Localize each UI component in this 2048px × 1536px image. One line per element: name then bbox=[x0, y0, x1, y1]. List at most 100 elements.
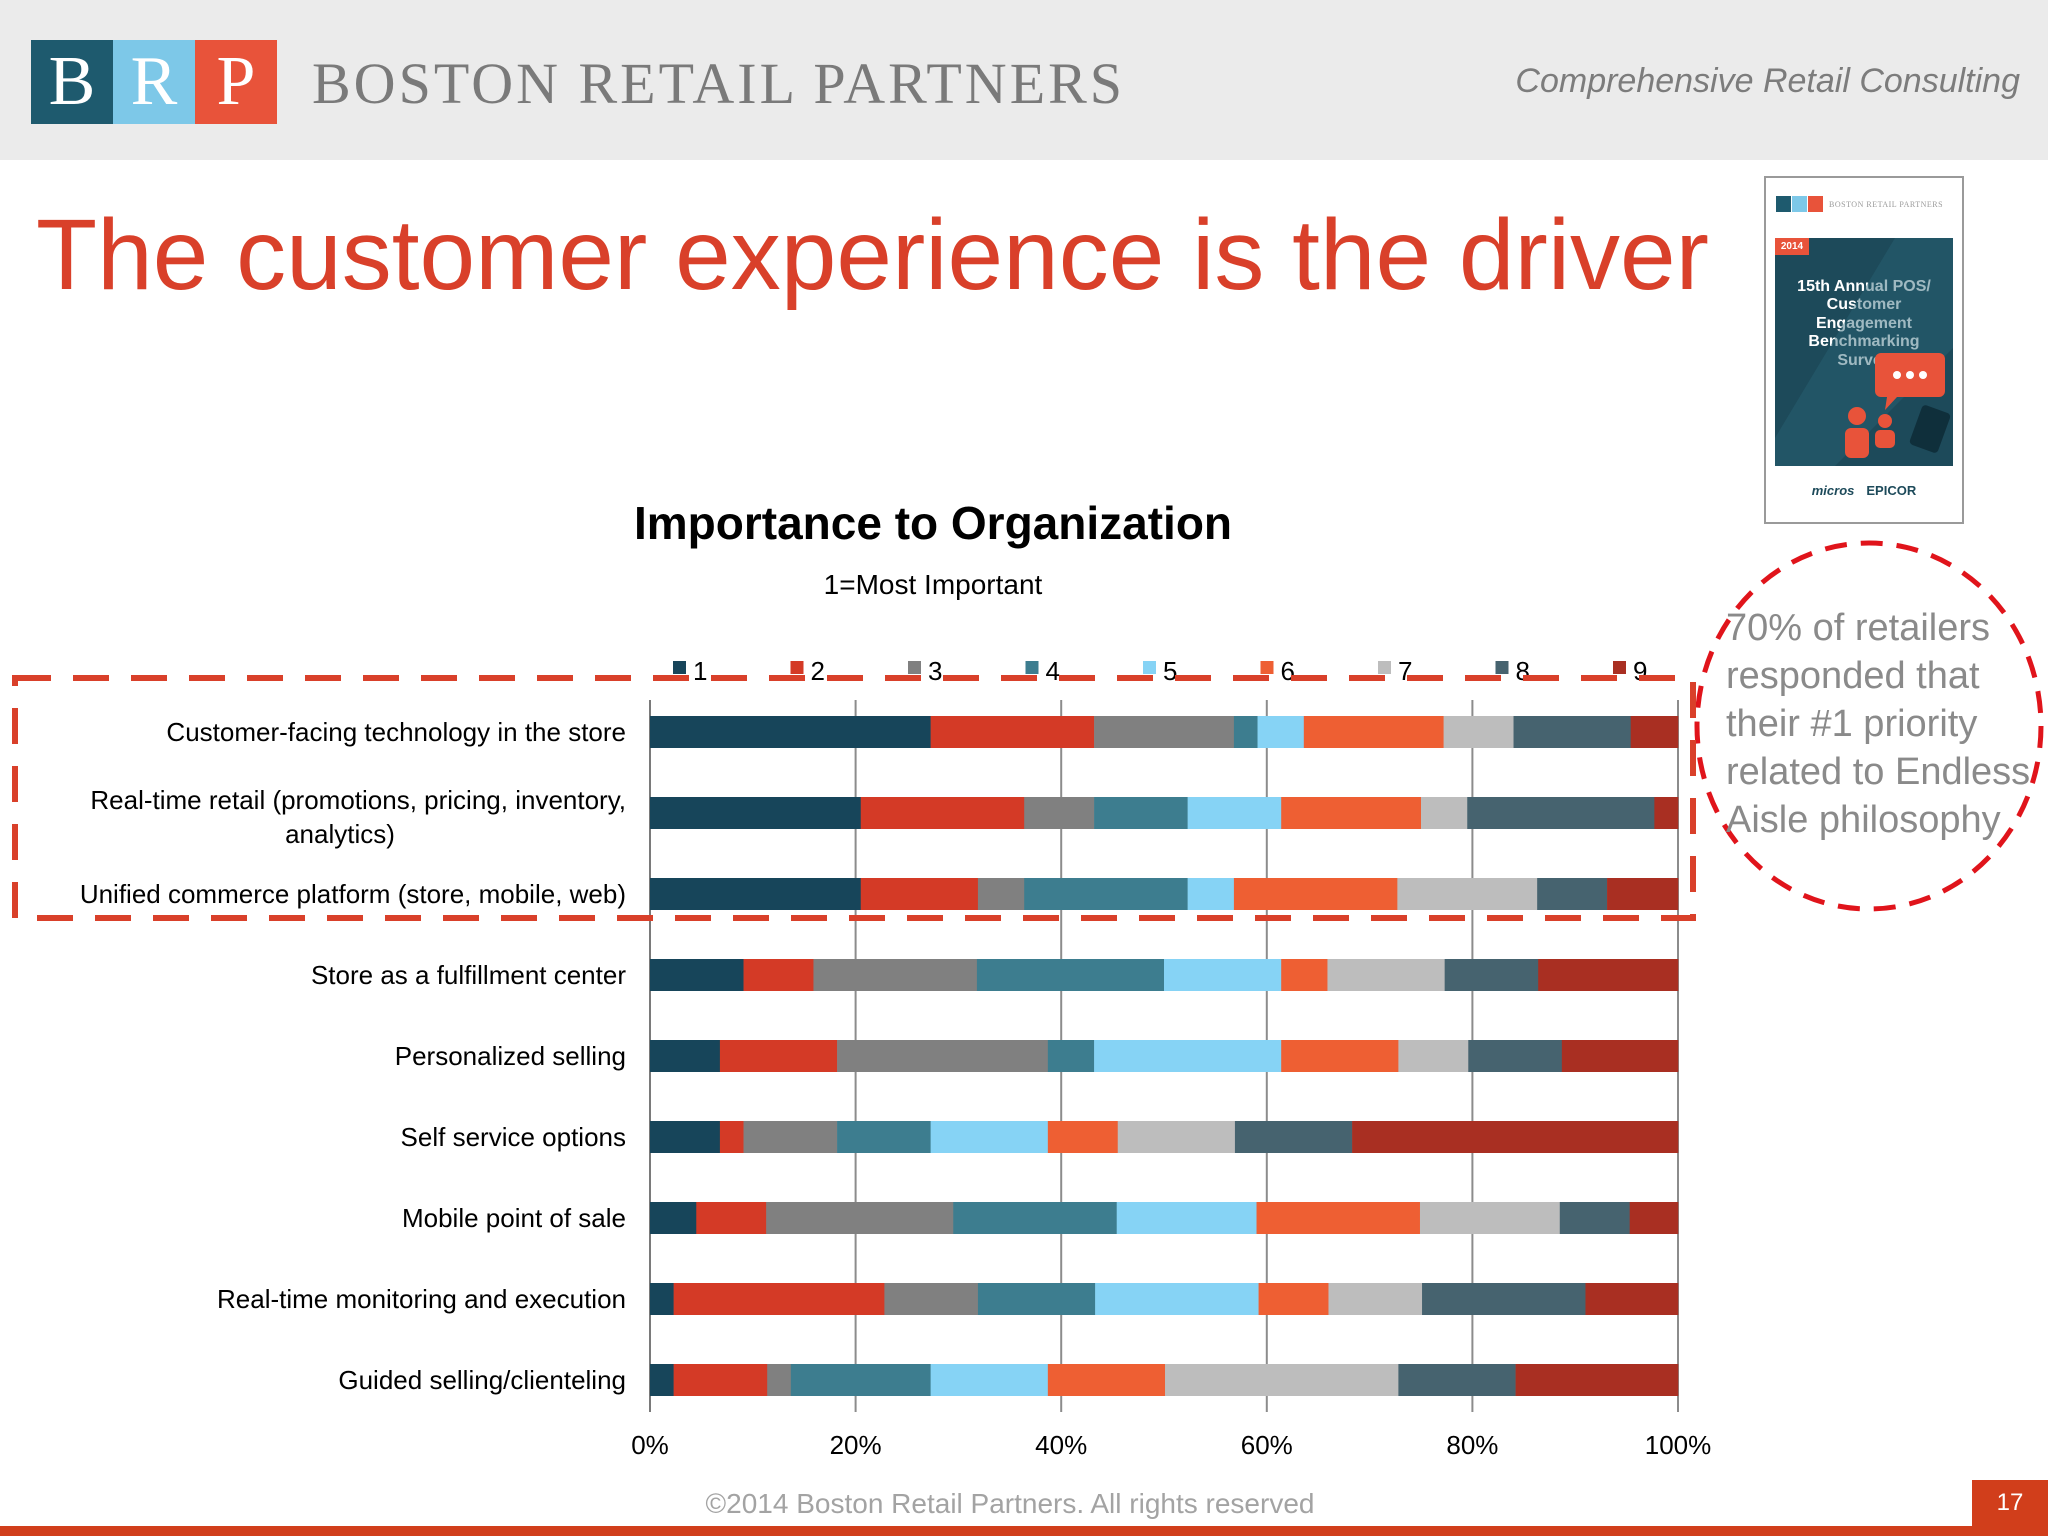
bar-segment bbox=[1629, 1202, 1679, 1234]
bar-segment bbox=[1281, 1040, 1399, 1072]
bar-segment bbox=[1607, 878, 1679, 910]
tablet-icon bbox=[1909, 405, 1951, 453]
bar-segment bbox=[1327, 959, 1445, 991]
bar-segment bbox=[1281, 959, 1328, 991]
x-tick-label: 80% bbox=[1446, 1430, 1498, 1460]
legend-label: 4 bbox=[1046, 656, 1060, 686]
category-label: Unified commerce platform (store, mobile… bbox=[80, 879, 626, 909]
bar-segment bbox=[1421, 797, 1468, 829]
bar-segment bbox=[1187, 878, 1235, 910]
bar-segment bbox=[1233, 716, 1258, 748]
bar-segment bbox=[1233, 878, 1398, 910]
category-label: Self service options bbox=[401, 1122, 626, 1152]
cover-sponsor-logos: micros EPICOR bbox=[1775, 470, 1953, 510]
importance-stacked-bar-chart: Importance to Organization 1=Most Importa… bbox=[12, 497, 1712, 1460]
category-label: Guided selling/clienteling bbox=[338, 1365, 626, 1395]
legend-swatch bbox=[1495, 661, 1509, 674]
legend-swatch bbox=[908, 661, 921, 674]
bar-segment bbox=[743, 1121, 838, 1153]
cover-illustration bbox=[1775, 238, 1953, 466]
logo-letter-b: B bbox=[31, 40, 113, 124]
bar-segment bbox=[1164, 959, 1282, 991]
bar-segment bbox=[860, 878, 979, 910]
micros-logo: micros bbox=[1811, 482, 1855, 498]
bar-segment bbox=[1094, 716, 1235, 748]
x-tick-label: 100% bbox=[1645, 1430, 1712, 1460]
bar-segment bbox=[1561, 1040, 1679, 1072]
bar-segment bbox=[650, 878, 862, 910]
bar-segment bbox=[953, 1202, 1118, 1234]
x-tick-label: 0% bbox=[631, 1430, 669, 1460]
bar-segment bbox=[1256, 1202, 1421, 1234]
bar-segment bbox=[1281, 797, 1422, 829]
callout-note: 70% of retailers responded that their #1… bbox=[1726, 604, 2048, 844]
bar-segment bbox=[1234, 1121, 1353, 1153]
x-tick-label: 60% bbox=[1241, 1430, 1293, 1460]
legend-label: 3 bbox=[928, 656, 942, 686]
cover-year: 2014 bbox=[1775, 238, 1809, 255]
bar-segment bbox=[1258, 1283, 1329, 1315]
bar-segment bbox=[1398, 1364, 1516, 1396]
bar-segment bbox=[976, 959, 1165, 991]
category-label: Store as a fulfillment center bbox=[311, 960, 626, 990]
bar-segment bbox=[650, 716, 931, 748]
bar-segment bbox=[650, 1040, 721, 1072]
legend-swatch bbox=[673, 661, 686, 674]
legend-label: 1 bbox=[693, 656, 707, 686]
bar-segment bbox=[1116, 1202, 1257, 1234]
bar-segment bbox=[1047, 1121, 1119, 1153]
bar-segment bbox=[673, 1364, 768, 1396]
callout-line: related to Endless bbox=[1726, 751, 2031, 793]
legend-label: 8 bbox=[1516, 656, 1530, 686]
bar-segment bbox=[1165, 1364, 1399, 1396]
bar-segment bbox=[1654, 797, 1679, 829]
bar-segment bbox=[767, 1364, 792, 1396]
bar-segment bbox=[650, 959, 744, 991]
bar-segment bbox=[1117, 1121, 1236, 1153]
bar-segment bbox=[977, 878, 1025, 910]
bar-segment bbox=[1422, 1283, 1586, 1315]
bar-segment bbox=[790, 1364, 931, 1396]
bar-segment bbox=[766, 1202, 954, 1234]
bar-segment bbox=[860, 797, 1025, 829]
bar-segment bbox=[1515, 1364, 1679, 1396]
bar-segment bbox=[837, 1040, 1049, 1072]
bar-segment bbox=[1047, 1040, 1095, 1072]
bar-segment bbox=[977, 1283, 1096, 1315]
bar-segment bbox=[884, 1283, 979, 1315]
legend-label: 6 bbox=[1281, 656, 1295, 686]
bar-segment bbox=[1024, 878, 1188, 910]
header-bar: B R P BOSTON RETAIL PARTNERS Comprehensi… bbox=[0, 0, 2048, 160]
x-tick-label: 40% bbox=[1035, 1430, 1087, 1460]
bar-segment bbox=[930, 1364, 1049, 1396]
cover-logo-p bbox=[1808, 196, 1823, 212]
bar-segment bbox=[837, 1121, 931, 1153]
person-icon bbox=[1878, 414, 1892, 428]
bar-segment bbox=[1468, 1040, 1563, 1072]
person-icon bbox=[1848, 407, 1866, 425]
survey-cover-thumbnail: BOSTON RETAIL PARTNERS 2014 15th Annual … bbox=[1764, 176, 1964, 524]
bar-segment bbox=[1397, 878, 1538, 910]
bar-segment bbox=[1467, 797, 1655, 829]
cover-logo-b bbox=[1776, 196, 1791, 212]
chart-title: Importance to Organization bbox=[634, 497, 1232, 549]
callout-line: their #1 priority bbox=[1726, 703, 1978, 745]
cover-logo-r bbox=[1792, 196, 1807, 212]
footer-bar bbox=[0, 1526, 2048, 1536]
legend-swatch bbox=[1613, 661, 1626, 674]
bar-segment bbox=[673, 1283, 885, 1315]
bar-segment bbox=[1630, 716, 1679, 748]
tagline: Comprehensive Retail Consulting bbox=[1515, 62, 2020, 100]
legend-label: 2 bbox=[811, 656, 825, 686]
callout-line: Aisle philosophy bbox=[1726, 799, 2001, 841]
category-label: Personalized selling bbox=[395, 1041, 626, 1071]
bar-segment bbox=[650, 1121, 721, 1153]
legend-label: 9 bbox=[1633, 656, 1647, 686]
legend-label: 7 bbox=[1398, 656, 1412, 686]
chart-subtitle: 1=Most Important bbox=[824, 569, 1043, 600]
bar-segment bbox=[650, 1364, 674, 1396]
bar-segment bbox=[719, 1040, 838, 1072]
category-label: Real-time monitoring and execution bbox=[217, 1284, 626, 1314]
highlight-dashed-box bbox=[12, 675, 1696, 921]
x-tick-label: 20% bbox=[830, 1430, 882, 1460]
